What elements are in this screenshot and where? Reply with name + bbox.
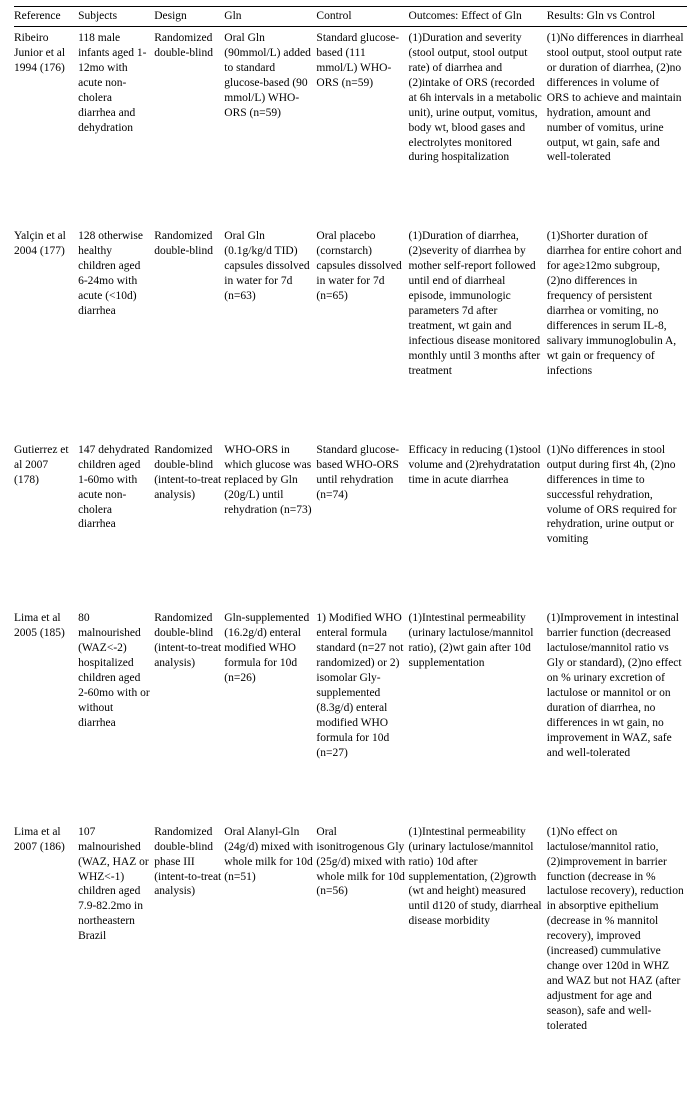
cell-subjects: 118 male infants aged 1-12mo with acute …: [78, 26, 154, 225]
page: Reference Subjects Design Gln Control Ou…: [0, 0, 695, 1094]
table-row: Lima et al 2005 (185) 80 malnourished (W…: [14, 607, 687, 820]
col-header-control: Control: [316, 7, 408, 27]
cell-reference: Gutierrez et al 2007 (178): [14, 439, 78, 608]
col-header-reference: Reference: [14, 7, 78, 27]
study-table: Reference Subjects Design Gln Control Ou…: [14, 6, 687, 1054]
cell-reference: Lima et al 2007 (186): [14, 821, 78, 1054]
cell-outcomes: (1)Duration and severity (stool output, …: [409, 26, 547, 225]
cell-outcomes: (1)Intestinal permeability (urinary lact…: [409, 607, 547, 820]
cell-subjects: 128 otherwise healthy children aged 6-24…: [78, 225, 154, 438]
col-header-gln: Gln: [224, 7, 316, 27]
cell-design: Randomized double-blind phase III (inten…: [154, 821, 224, 1054]
cell-gln: Gln-supplemented (16.2g/d) enteral modif…: [224, 607, 316, 820]
cell-results: (1)Improvement in intestinal barrier fun…: [547, 607, 687, 820]
col-header-outcomes: Outcomes: Effect of Gln: [409, 7, 547, 27]
cell-gln: Oral Gln (0.1g/kg/d TID) capsules dissol…: [224, 225, 316, 438]
cell-subjects: 80 malnourished (WAZ<-2) hospitalized ch…: [78, 607, 154, 820]
cell-design: Randomized double-blind (intent-to-treat…: [154, 439, 224, 608]
cell-results: (1)No differences in diarrheal stool out…: [547, 26, 687, 225]
cell-results: (1)Shorter duration of diarrhea for enti…: [547, 225, 687, 438]
table-row: Ribeiro Junior et al 1994 (176) 118 male…: [14, 26, 687, 225]
cell-gln: Oral Gln (90mmol/L) added to standard gl…: [224, 26, 316, 225]
cell-results: (1)No differences in stool output during…: [547, 439, 687, 608]
col-header-results: Results: Gln vs Control: [547, 7, 687, 27]
col-header-subjects: Subjects: [78, 7, 154, 27]
cell-control: Standard glucose-based WHO-ORS until reh…: [316, 439, 408, 608]
cell-subjects: 107 malnourished (WAZ, HAZ or WHZ<-1) ch…: [78, 821, 154, 1054]
table-row: Gutierrez et al 2007 (178) 147 dehydrate…: [14, 439, 687, 608]
cell-outcomes: (1)Duration of diarrhea, (2)severity of …: [409, 225, 547, 438]
cell-gln: WHO-ORS in which glucose was replaced by…: [224, 439, 316, 608]
cell-reference: Lima et al 2005 (185): [14, 607, 78, 820]
cell-control: Oral isonitrogenous Gly (25g/d) mixed wi…: [316, 821, 408, 1054]
table-row: Yalçin et al 2004 (177) 128 otherwise he…: [14, 225, 687, 438]
cell-design: Randomized double-blind: [154, 26, 224, 225]
cell-subjects: 147 dehydrated children aged 1-60mo with…: [78, 439, 154, 608]
cell-reference: Yalçin et al 2004 (177): [14, 225, 78, 438]
cell-results: (1)No effect on lactulose/mannitol ratio…: [547, 821, 687, 1054]
cell-control: Oral placebo (cornstarch) capsules disso…: [316, 225, 408, 438]
cell-control: 1) Modified WHO enteral formula standard…: [316, 607, 408, 820]
cell-outcomes: (1)Intestinal permeability (urinary lact…: [409, 821, 547, 1054]
table-body: Ribeiro Junior et al 1994 (176) 118 male…: [14, 26, 687, 1053]
cell-gln: Oral Alanyl-Gln (24g/d) mixed with whole…: [224, 821, 316, 1054]
cell-outcomes: Efficacy in reducing (1)stool volume and…: [409, 439, 547, 608]
cell-reference: Ribeiro Junior et al 1994 (176): [14, 26, 78, 225]
col-header-design: Design: [154, 7, 224, 27]
cell-design: Randomized double-blind: [154, 225, 224, 438]
table-header: Reference Subjects Design Gln Control Ou…: [14, 7, 687, 27]
cell-control: Standard glucose-based (111 mmol/L) WHO-…: [316, 26, 408, 225]
cell-design: Randomized double-blind (intent-to-treat…: [154, 607, 224, 820]
table-row: Lima et al 2007 (186) 107 malnourished (…: [14, 821, 687, 1054]
